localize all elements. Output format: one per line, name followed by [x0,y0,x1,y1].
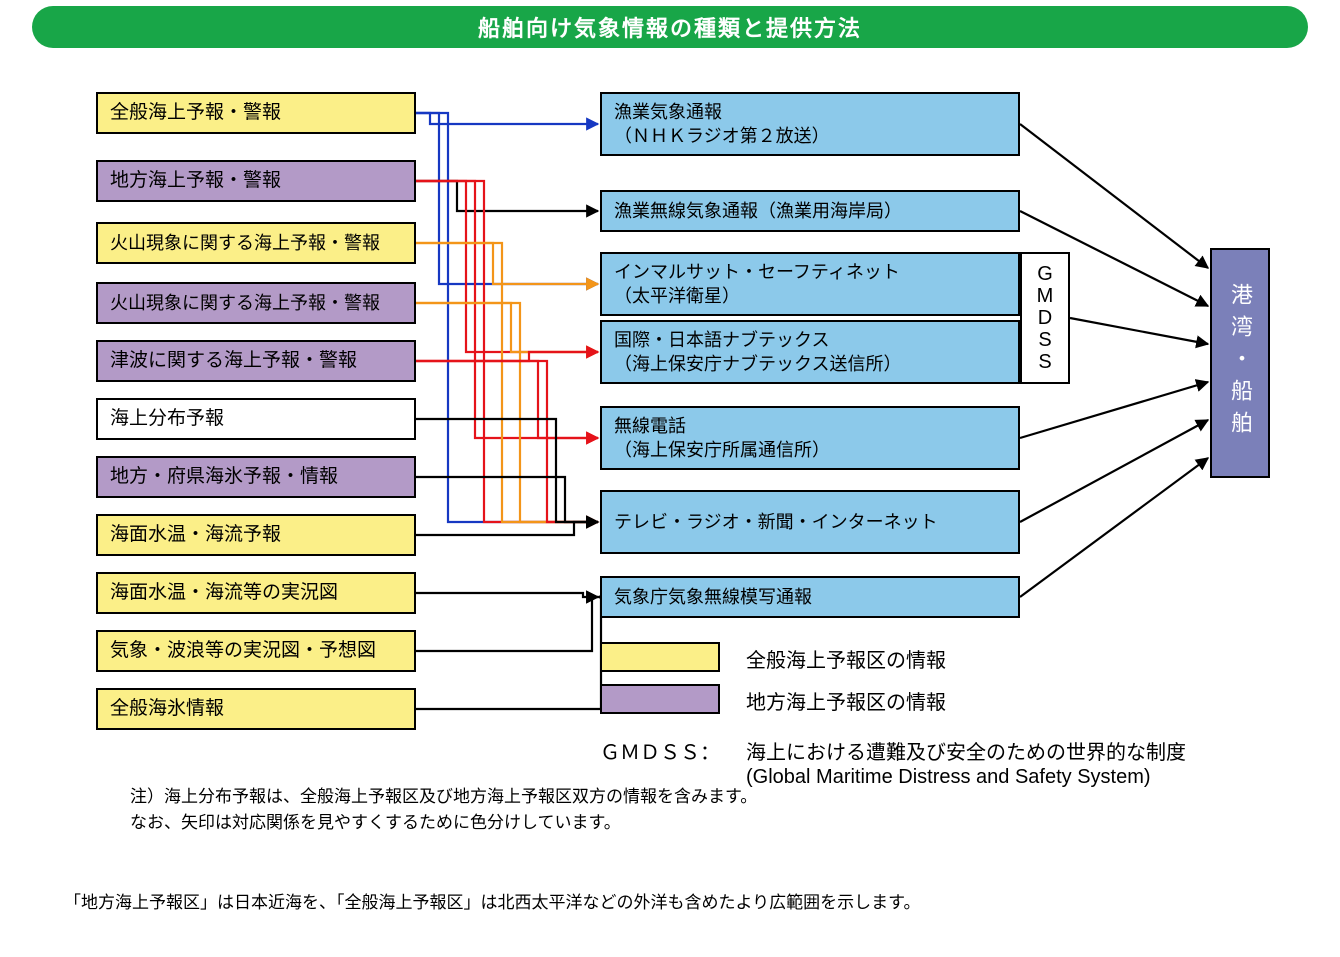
channel-box-2: インマルサット・セーフティネット （太平洋衛星） [600,252,1020,316]
source-box-6-label: 地方・府県海氷予報・情報 [110,464,338,490]
source-box-6: 地方・府県海氷予報・情報 [96,456,416,498]
channel-box-5: テレビ・ラジオ・新聞・インターネット [600,490,1020,554]
source-box-3: 火山現象に関する海上予報・警報 [96,282,416,324]
legend-label-yellow: 全般海上予報区の情報 [746,644,946,673]
source-box-0-label: 全般海上予報・警報 [110,100,281,126]
source-box-2: 火山現象に関する海上予報・警報 [96,222,416,264]
channel-box-4-label: 無線電話 （海上保安庁所属通信所） [614,414,830,463]
source-box-9: 気象・波浪等の実況図・予想図 [96,630,416,672]
channel-box-0-label: 漁業気象通報 （ＮＨＫラジオ第２放送） [614,100,830,149]
gmdss-box: GMDSS [1020,252,1070,384]
source-box-2-label: 火山現象に関する海上予報・警報 [110,231,380,255]
source-box-9-label: 気象・波浪等の実況図・予想図 [110,638,376,664]
legend-label-purple: 地方海上予報区の情報 [746,686,946,715]
source-box-5-label: 海上分布予報 [110,406,224,432]
legend-gmdss-desc-1: 海上における遭難及び安全のための世界的な制度 [746,736,1186,765]
legend-gmdss-label: ＧＭＤＳＳ： [600,736,720,765]
source-box-1-label: 地方海上予報・警報 [110,168,281,194]
source-box-3-label: 火山現象に関する海上予報・警報 [110,291,380,315]
legend-gmdss-desc-2: (Global Maritime Distress and Safety Sys… [746,766,1151,789]
channel-box-3: 国際・日本語ナブテックス （海上保安庁ナブテックス送信所） [600,320,1020,384]
source-box-7: 海面水温・海流予報 [96,514,416,556]
legend-swatch-yellow [600,642,720,672]
channel-box-5-label: テレビ・ラジオ・新聞・インターネット [614,510,938,534]
diagram-canvas: 船舶向け気象情報の種類と提供方法 全般海上予報・警報地方海上予報・警報火山現象に… [0,0,1340,957]
channel-box-2-label: インマルサット・セーフティネット （太平洋衛星） [614,260,900,309]
destination-box: 港湾・船舶 [1210,248,1270,478]
source-box-4: 津波に関する海上予報・警報 [96,340,416,382]
channel-box-1-label: 漁業無線気象通報（漁業用海岸局） [614,199,902,223]
source-box-4-label: 津波に関する海上予報・警報 [110,348,357,374]
source-box-5: 海上分布予報 [96,398,416,440]
channel-box-3-label: 国際・日本語ナブテックス （海上保安庁ナブテックス送信所） [614,328,901,377]
footnote-1: 注）海上分布予報は、全般海上予報区及び地方海上予報区双方の情報を含みます。 [130,784,757,810]
destination-label: 港湾・船舶 [1224,283,1256,443]
source-box-10: 全般海氷情報 [96,688,416,730]
source-box-10-label: 全般海氷情報 [110,696,224,722]
title-bar: 船舶向け気象情報の種類と提供方法 [32,6,1308,48]
source-box-7-label: 海面水温・海流予報 [110,522,281,548]
source-box-8-label: 海面水温・海流等の実況図 [110,580,338,606]
channel-box-0: 漁業気象通報 （ＮＨＫラジオ第２放送） [600,92,1020,156]
source-box-1: 地方海上予報・警報 [96,160,416,202]
footnote-2: なお、矢印は対応関係を見やすくするために色分けしています。 [130,810,621,836]
channel-box-6: 気象庁気象無線模写通報 [600,576,1020,618]
channel-box-6-label: 気象庁気象無線模写通報 [614,585,812,609]
channel-box-1: 漁業無線気象通報（漁業用海岸局） [600,190,1020,232]
source-box-0: 全般海上予報・警報 [96,92,416,134]
legend-swatch-purple [600,684,720,714]
source-box-8: 海面水温・海流等の実況図 [96,572,416,614]
footnote-3: 「地方海上予報区」は日本近海を、「全般海上予報区」は北西太平洋などの外洋も含めた… [64,890,920,916]
channel-box-4: 無線電話 （海上保安庁所属通信所） [600,406,1020,470]
